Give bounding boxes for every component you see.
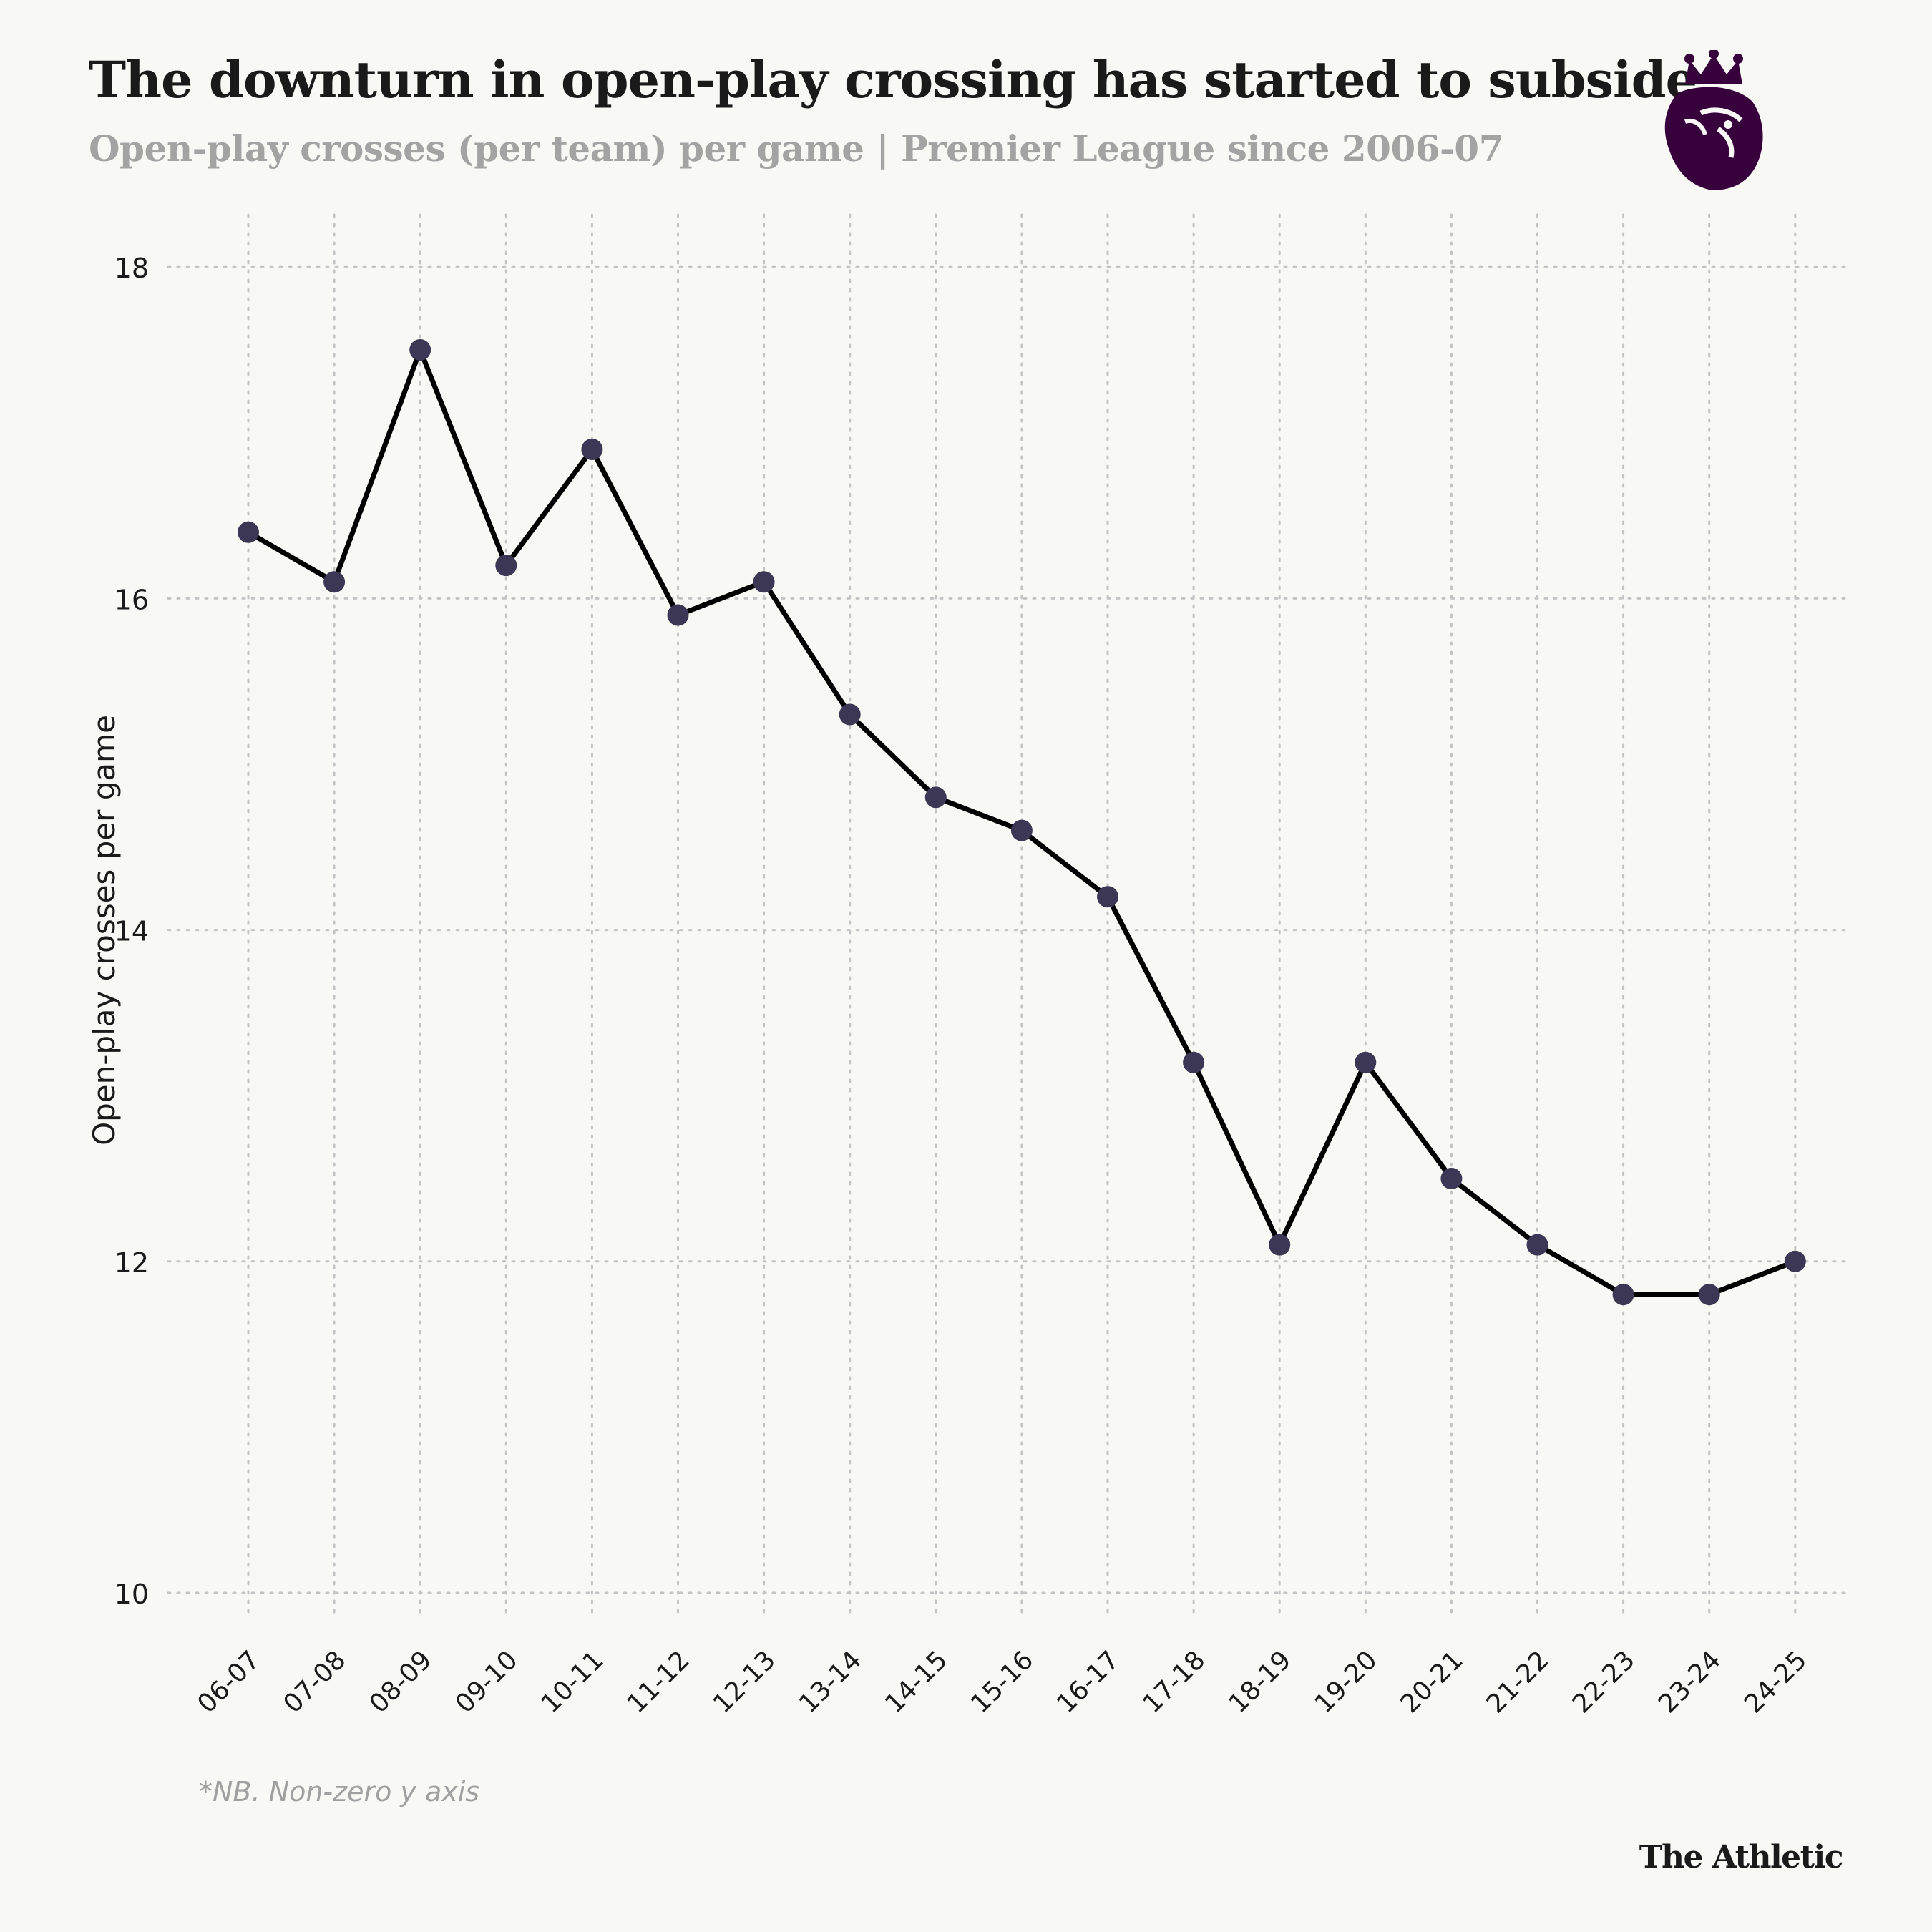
x-tick-label: 24-25 xyxy=(1739,1645,1813,1719)
footnote: *NB. Non-zero y axis xyxy=(199,1776,480,1807)
y-tick-label: 14 xyxy=(114,916,149,947)
x-tick-label: 13-14 xyxy=(794,1645,867,1719)
data-point xyxy=(924,786,947,809)
data-point xyxy=(839,703,861,726)
data-point xyxy=(1784,1250,1806,1272)
y-tick-label: 18 xyxy=(114,253,149,284)
chart-subtitle: Open-play crosses (per team) per game | … xyxy=(89,127,1503,170)
x-tick-label: 15-16 xyxy=(965,1645,1039,1719)
y-axis-label: Open-play crosses per game xyxy=(87,715,122,1146)
data-point xyxy=(1355,1051,1377,1073)
x-tick-label: 23-24 xyxy=(1653,1645,1727,1719)
y-tick-label: 16 xyxy=(114,584,149,615)
x-tick-label: 14-15 xyxy=(879,1645,953,1719)
x-tick-label: 16-17 xyxy=(1051,1645,1125,1719)
x-tick-label: 21-22 xyxy=(1481,1645,1555,1719)
x-tick-label: 07-08 xyxy=(278,1645,352,1719)
data-point xyxy=(1010,819,1033,841)
data-point xyxy=(495,555,517,577)
y-tick-label: 12 xyxy=(114,1247,149,1279)
x-tick-label: 20-21 xyxy=(1395,1645,1469,1719)
x-tick-label: 11-12 xyxy=(622,1645,696,1719)
y-gridlines xyxy=(167,265,1851,1594)
x-tick-label: 18-19 xyxy=(1224,1645,1297,1719)
data-point xyxy=(1526,1234,1548,1256)
x-tick-label: 06-07 xyxy=(192,1645,265,1719)
chart-title: The downturn in open-play crossing has s… xyxy=(89,50,1697,109)
data-point xyxy=(323,571,346,593)
x-tick-label: 22-23 xyxy=(1567,1645,1641,1719)
brand-logo-text: The Athletic xyxy=(1639,1839,1844,1875)
data-point xyxy=(581,438,603,460)
x-tick-label: 10-11 xyxy=(536,1645,610,1719)
x-tick-label: 08-09 xyxy=(364,1645,438,1719)
data-point xyxy=(1183,1051,1205,1073)
data-point xyxy=(753,571,775,593)
x-tick-label: 12-13 xyxy=(708,1645,781,1719)
premier-league-lion-icon xyxy=(1664,50,1763,190)
x-tick-label: 19-20 xyxy=(1309,1645,1383,1719)
x-tick-label: 09-10 xyxy=(450,1645,524,1719)
data-point xyxy=(1612,1284,1634,1306)
data-point xyxy=(667,604,689,626)
data-point xyxy=(1097,886,1118,908)
data-point xyxy=(1269,1234,1291,1256)
x-gridlines xyxy=(247,213,1797,1620)
series-markers xyxy=(238,339,1806,1306)
y-tick-label: 10 xyxy=(114,1579,149,1610)
data-point xyxy=(238,521,259,543)
y-tick-labels: 10 12 14 16 18 xyxy=(114,253,149,1610)
x-tick-labels: 06-07 07-08 08-09 09-10 10-11 11-12 12-13 13-14… xyxy=(192,1645,1813,1719)
data-point xyxy=(409,339,431,361)
x-tick-label: 17-18 xyxy=(1138,1645,1211,1719)
data-point xyxy=(1698,1284,1720,1306)
data-point xyxy=(1440,1168,1463,1189)
